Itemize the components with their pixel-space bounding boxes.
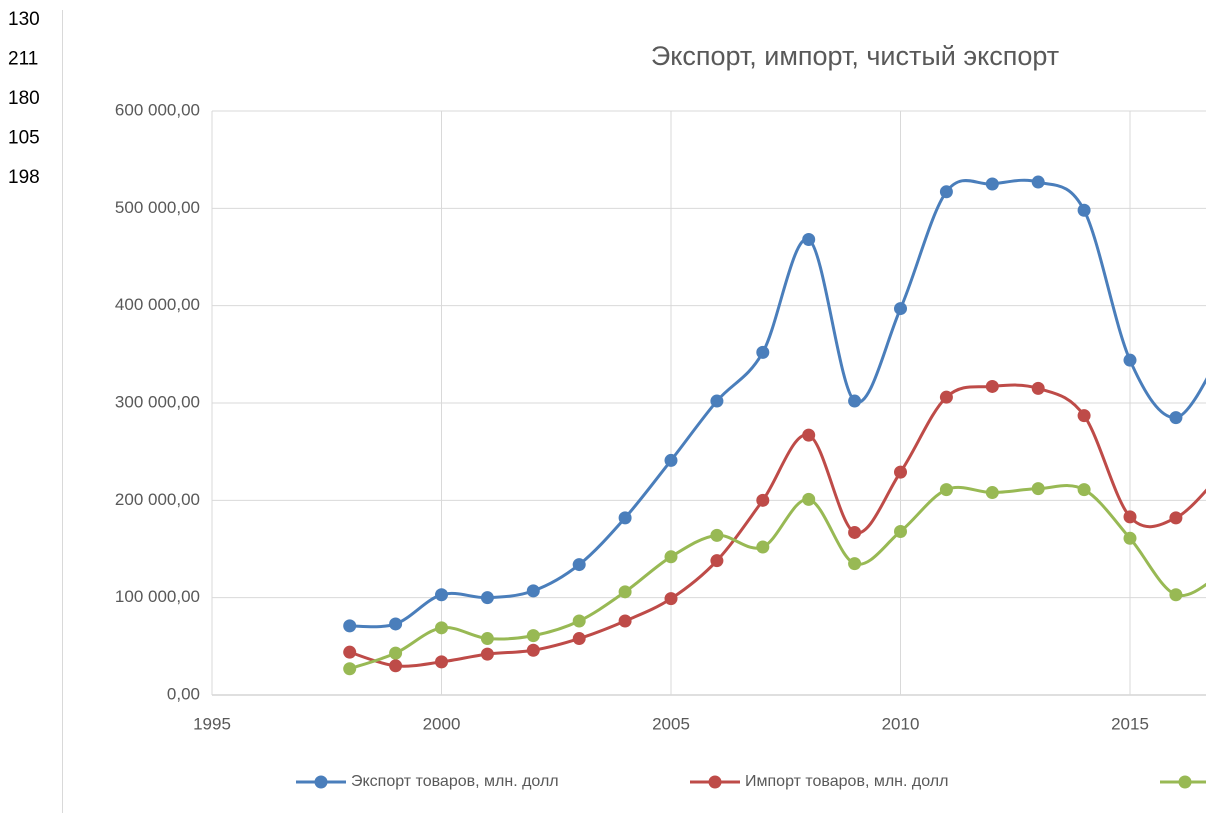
point-marker: [526, 584, 540, 598]
legend-marker: [708, 775, 722, 789]
y-tick-label: 200 000,00: [115, 490, 200, 509]
point-marker: [343, 645, 357, 659]
y-tick-label: 300 000,00: [115, 392, 200, 411]
point-marker: [526, 643, 540, 657]
point-marker: [756, 540, 770, 554]
point-marker: [985, 177, 999, 191]
point-marker: [572, 558, 586, 572]
cell-text: 211: [8, 49, 38, 70]
point-marker: [848, 557, 862, 571]
point-marker: [939, 483, 953, 497]
point-marker: [618, 585, 632, 599]
point-marker: [756, 345, 770, 359]
point-marker: [1031, 175, 1045, 189]
point-marker: [526, 629, 540, 643]
point-marker: [480, 591, 494, 605]
x-tick-label: 2000: [423, 714, 461, 733]
point-marker: [389, 659, 403, 673]
point-marker: [664, 592, 678, 606]
point-marker: [1169, 511, 1183, 525]
point-marker: [894, 465, 907, 479]
point-marker: [480, 632, 494, 646]
point-marker: [343, 619, 357, 633]
point-marker: [618, 511, 632, 525]
point-marker: [710, 394, 724, 408]
point-marker: [343, 662, 357, 676]
point-marker: [664, 550, 678, 564]
x-tick-label: 1995: [193, 714, 231, 733]
point-marker: [435, 588, 448, 602]
point-marker: [894, 302, 907, 316]
point-marker: [848, 394, 862, 408]
point-marker: [985, 379, 999, 393]
point-marker: [802, 492, 816, 506]
point-marker: [802, 232, 816, 246]
x-tick-label: 2005: [652, 714, 690, 733]
cell-text: 180: [8, 88, 40, 109]
point-marker: [710, 554, 724, 568]
point-marker: [435, 655, 448, 669]
chart-panel: [62, 10, 1218, 813]
point-marker: [848, 525, 862, 539]
y-tick-label: 0,00: [167, 684, 200, 703]
point-marker: [480, 647, 494, 661]
sheet-cells: 130 211 180 105 198: [8, 9, 40, 188]
point-marker: [572, 632, 586, 646]
y-tick-label: 600 000,00: [115, 100, 200, 119]
point-marker: [1123, 510, 1137, 524]
point-marker: [1077, 409, 1091, 423]
cell-text: 130: [8, 9, 40, 30]
x-tick-label: 2015: [1111, 714, 1149, 733]
point-marker: [664, 453, 678, 467]
point-marker: [939, 185, 953, 199]
cell-text: 105: [8, 128, 40, 149]
point-marker: [618, 614, 632, 628]
y-tick-label: 500 000,00: [115, 198, 200, 217]
y-tick-label: 100 000,00: [115, 587, 200, 606]
point-marker: [572, 614, 586, 628]
point-marker: [756, 493, 770, 507]
cell-text: 198: [8, 167, 40, 188]
point-marker: [1123, 531, 1137, 545]
x-tick-label: 2010: [882, 714, 920, 733]
legend-marker: [1178, 775, 1192, 789]
point-marker: [1077, 203, 1091, 217]
point-marker: [802, 428, 816, 442]
legend-label: Экспорт товаров, млн. долл: [351, 773, 559, 790]
point-marker: [1169, 411, 1183, 425]
point-marker: [710, 528, 724, 542]
legend-marker: [314, 775, 328, 789]
point-marker: [939, 390, 953, 404]
legend-label: Импорт товаров, млн. долл: [745, 773, 948, 790]
chart: Экспорт, импорт, чистый экспорт 0,00 100 …: [115, 41, 1206, 790]
point-marker: [389, 646, 403, 660]
point-marker: [894, 524, 907, 538]
chart-title: Экспорт, импорт, чистый экспорт: [651, 41, 1059, 71]
y-tick-label: 400 000,00: [115, 295, 200, 314]
point-marker: [985, 486, 999, 500]
point-marker: [1031, 381, 1045, 395]
point-marker: [435, 621, 448, 635]
point-marker: [1123, 353, 1137, 367]
point-marker: [1031, 482, 1045, 496]
point-marker: [1077, 483, 1091, 497]
series-line: [349, 178, 1206, 629]
point-marker: [389, 617, 403, 631]
point-marker: [1169, 588, 1183, 602]
